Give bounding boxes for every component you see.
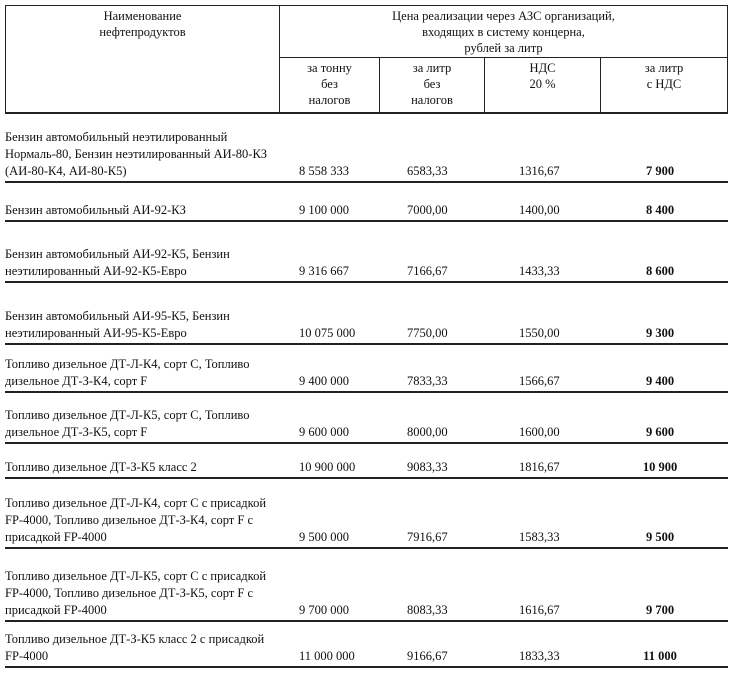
price-per-ton: 9 100 000 [299, 203, 349, 217]
product-name: Топливо дизельное ДТ-Л-К4, сорт С с прис… [5, 496, 267, 544]
table-row: Бензин автомобильный неэтилированный Нор… [5, 114, 728, 183]
vat-amount: 1616,67 [519, 603, 560, 617]
vat-amount: 1550,00 [519, 326, 560, 340]
price-per-liter: 7000,00 [407, 203, 448, 217]
vat-amount: 1833,33 [519, 649, 560, 663]
price-per-ton: 9 316 667 [299, 264, 349, 278]
table-row: Топливо дизельное ДТ-З-К5 класс 2 10 900 … [5, 444, 728, 479]
table-row: Топливо дизельное ДТ-Л-К5, сорт С с прис… [5, 549, 728, 622]
table-row: Топливо дизельное ДТ-Л-К4, сорт С с прис… [5, 479, 728, 549]
price-per-liter-with-vat: 8 400 [645, 203, 675, 217]
price-per-liter-with-vat: 9 500 [645, 530, 675, 544]
price-per-liter-with-vat: 9 300 [645, 326, 675, 340]
vat-amount: 1400,00 [519, 203, 560, 217]
header-per-ton: за тонну без налогов [307, 61, 352, 107]
divider [379, 57, 380, 113]
price-per-liter: 7916,67 [407, 530, 448, 544]
price-per-liter: 8000,00 [407, 425, 448, 439]
price-per-liter-with-vat: 9 700 [645, 603, 675, 617]
product-name: Бензин автомобильный неэтилированный Нор… [5, 130, 268, 178]
product-name: Бензин автомобильный АИ-95-К5, Бензин не… [5, 309, 230, 340]
vat-amount: 1583,33 [519, 530, 560, 544]
price-per-liter-with-vat: 10 900 [642, 460, 678, 474]
header-vat: НДС 20 % [529, 61, 556, 91]
table-row: Бензин автомобильный АИ-92-КЗ 9 100 000 70… [5, 183, 728, 222]
price-per-liter-with-vat: 9 600 [645, 425, 675, 439]
header-per-liter-vat: за литр с НДС [644, 61, 684, 91]
product-name: Топливо дизельное ДТ-Л-К5, сорт С с прис… [5, 569, 267, 617]
divider [484, 57, 485, 113]
header-price-group: Цена реализации через АЗС организаций, в… [392, 9, 615, 55]
price-per-ton: 9 700 000 [299, 603, 349, 617]
product-name: Топливо дизельное ДТ-Л-К4, сорт С, Топли… [5, 357, 250, 388]
price-per-liter: 7750,00 [407, 326, 448, 340]
price-per-ton: 10 900 000 [299, 460, 356, 474]
table-row: Топливо дизельное ДТ-Л-К4, сорт С, Топли… [5, 345, 728, 393]
price-per-liter-with-vat: 11 000 [643, 649, 677, 663]
vat-amount: 1566,67 [519, 374, 560, 388]
price-per-ton: 9 400 000 [299, 374, 349, 388]
price-per-liter: 7833,33 [407, 374, 448, 388]
product-name: Топливо дизельное ДТ-З-К5 класс 2 с прис… [5, 632, 265, 663]
table-header: Наименование нефтепродуктов Цена реализа… [5, 5, 728, 114]
price-per-ton: 9 500 000 [299, 530, 349, 544]
price-per-liter: 9166,67 [407, 649, 448, 663]
vat-amount: 1316,67 [519, 164, 560, 178]
price-per-liter: 7166,67 [407, 264, 448, 278]
table-row: Топливо дизельное ДТ-Л-К5, сорт С, Топли… [5, 393, 728, 444]
header-name: Наименование нефтепродуктов [99, 9, 186, 39]
product-name: Топливо дизельное ДТ-З-К5 класс 2 [5, 460, 197, 474]
divider [600, 57, 601, 113]
price-per-liter-with-vat: 7 900 [645, 164, 675, 178]
price-per-ton: 9 600 000 [299, 425, 349, 439]
price-per-ton: 8 558 333 [299, 164, 349, 178]
divider [279, 6, 280, 113]
table-row: Топливо дизельное ДТ-З-К5 класс 2 с прис… [5, 622, 728, 668]
price-per-liter-with-vat: 9 400 [645, 374, 675, 388]
product-name: Бензин автомобильный АИ-92-КЗ [5, 203, 186, 217]
table-row: Бензин автомобильный АИ-92-К5, Бензин не… [5, 222, 728, 283]
vat-amount: 1600,00 [519, 425, 560, 439]
price-per-liter: 6583,33 [407, 164, 448, 178]
product-name: Топливо дизельное ДТ-Л-К5, сорт С, Топли… [5, 408, 250, 439]
price-per-liter: 9083,33 [407, 460, 448, 474]
price-per-liter-with-vat: 8 600 [645, 264, 675, 278]
product-name: Бензин автомобильный АИ-92-К5, Бензин не… [5, 247, 230, 278]
vat-amount: 1433,33 [519, 264, 560, 278]
vat-amount: 1816,67 [519, 460, 560, 474]
table-row: Бензин автомобильный АИ-95-К5, Бензин не… [5, 283, 728, 345]
price-per-liter: 8083,33 [407, 603, 448, 617]
divider [279, 57, 727, 58]
price-per-ton: 11 000 000 [299, 649, 355, 663]
header-per-liter: за литр без налогов [411, 61, 453, 107]
price-per-ton: 10 075 000 [299, 326, 356, 340]
